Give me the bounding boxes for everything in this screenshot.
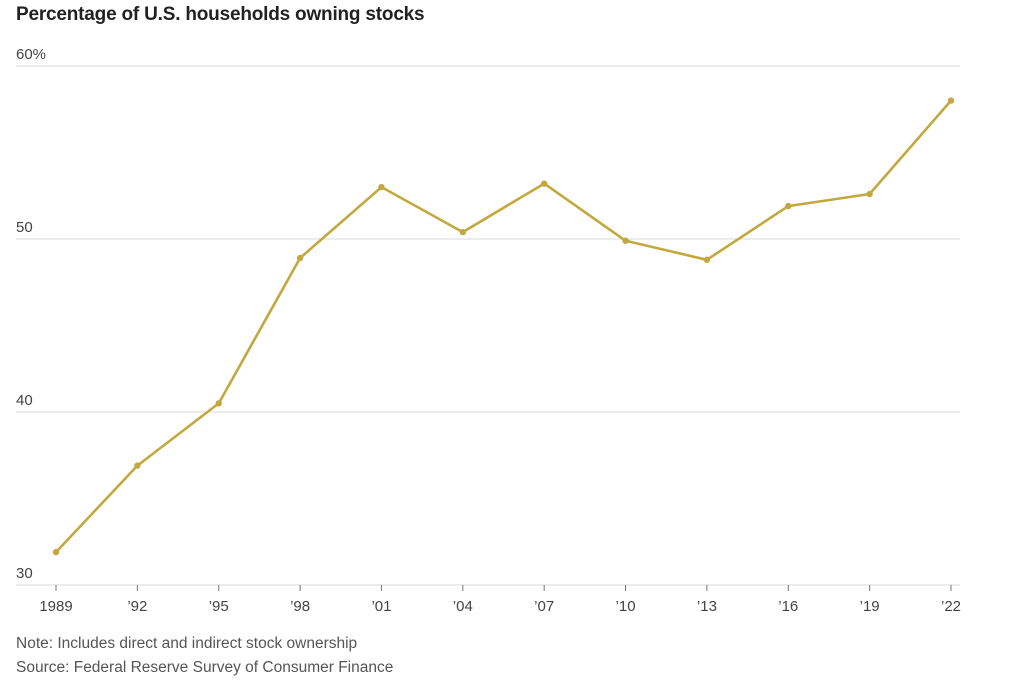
gridlines xyxy=(16,65,960,413)
x-tick-label-1995: ’95 xyxy=(209,598,229,615)
x-tick-label-2016: ’16 xyxy=(778,598,798,615)
y-tick-label-40: 40 xyxy=(16,392,33,409)
x-tick-label-1998: ’98 xyxy=(290,598,310,615)
data-point-1998 xyxy=(296,254,304,262)
series-line xyxy=(54,99,953,554)
data-point-1992 xyxy=(134,462,141,469)
x-tick-label-2013: ’13 xyxy=(697,598,717,615)
x-tick-label-1989: 1989 xyxy=(39,598,72,615)
x-axis: 1989 ’92 ’95 ’98 ’01 ’04 ’07 ’10 ’13 ’16 ’19 ’22 xyxy=(16,584,961,615)
y-tick-label-50: 50 xyxy=(16,219,33,236)
data-point-2001 xyxy=(378,183,385,191)
data-point-2016 xyxy=(785,202,792,210)
data-point-1989 xyxy=(52,548,60,556)
chart-source: Source: Federal Reserve Survey of Consum… xyxy=(16,659,394,676)
x-tick-label-2010: ’10 xyxy=(616,598,636,615)
x-tick-label-2007: ’07 xyxy=(534,598,554,615)
y-tick-label-30: 30 xyxy=(16,565,33,582)
data-point-2004 xyxy=(459,228,467,236)
x-tick-label-2019: ’19 xyxy=(860,598,880,615)
x-tick-label-2004: ’04 xyxy=(453,598,473,615)
data-point-2019 xyxy=(866,190,873,198)
data-point-1995 xyxy=(215,400,222,407)
line-chart: 60% 50 40 30 1989 ’92 ’95 ’98 ’01 ’04 ’07 ’10 ’13 ’1… xyxy=(16,46,961,615)
data-point-2022 xyxy=(947,97,955,104)
chart-footnotes: Note: Includes direct and indirect stock… xyxy=(16,632,393,680)
data-series xyxy=(52,97,955,556)
data-point-2007 xyxy=(540,180,548,187)
chart-title: Percentage of U.S. households owning sto… xyxy=(16,4,425,25)
data-point-2013 xyxy=(703,256,711,263)
x-tick-label-2022: ’22 xyxy=(941,598,961,615)
x-tick-label-1992: ’92 xyxy=(127,598,147,615)
x-tick-label-2001: ’01 xyxy=(371,598,391,615)
y-tick-label-60: 60% xyxy=(16,46,46,63)
data-point-2010 xyxy=(622,237,629,244)
y-axis-tick-labels: 60% 50 40 30 xyxy=(16,46,46,582)
chart-note: Note: Includes direct and indirect stock… xyxy=(16,635,358,652)
